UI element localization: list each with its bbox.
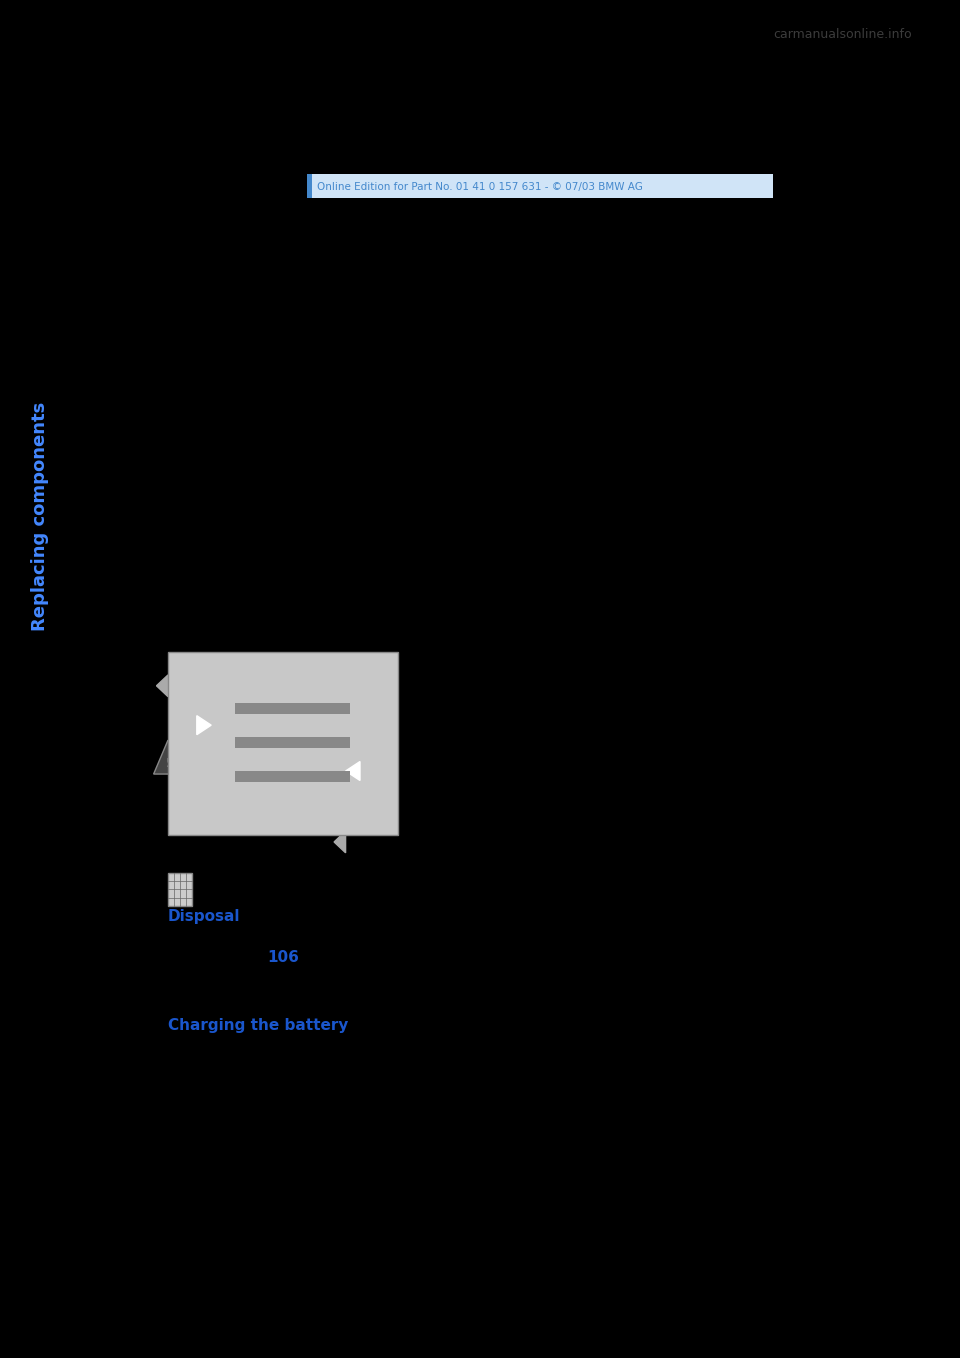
Polygon shape — [197, 716, 211, 735]
Text: Fuses: Fuses — [168, 779, 217, 796]
FancyBboxPatch shape — [307, 174, 312, 198]
Text: carmanualsonline.info: carmanualsonline.info — [774, 27, 912, 41]
Text: Online Edition for Part No. 01 41 0 157 631 - © 07/03 BMW AG: Online Edition for Part No. 01 41 0 157 … — [317, 182, 643, 193]
FancyBboxPatch shape — [168, 873, 192, 907]
FancyBboxPatch shape — [235, 771, 350, 782]
Text: Charging the battery: Charging the battery — [168, 1017, 348, 1033]
FancyBboxPatch shape — [235, 736, 350, 747]
Polygon shape — [154, 740, 182, 774]
Text: 106: 106 — [267, 949, 299, 966]
Text: Disposal: Disposal — [168, 909, 241, 925]
FancyBboxPatch shape — [235, 703, 350, 714]
FancyBboxPatch shape — [312, 174, 773, 198]
Polygon shape — [334, 831, 346, 853]
FancyBboxPatch shape — [168, 652, 398, 835]
Text: !: ! — [165, 756, 171, 770]
Polygon shape — [346, 762, 360, 781]
Text: Replacing components: Replacing components — [32, 402, 49, 630]
Polygon shape — [156, 675, 168, 697]
